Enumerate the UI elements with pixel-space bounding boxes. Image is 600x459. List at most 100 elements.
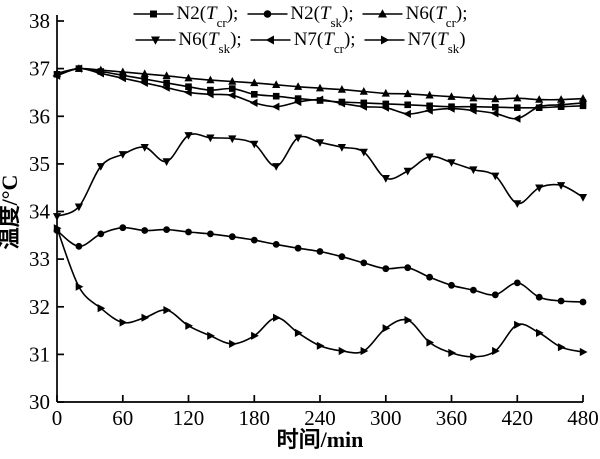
series-line (56, 67, 584, 120)
x-tick-label: 180 (239, 406, 271, 430)
legend-label-suffix: ); (342, 3, 354, 24)
axes (56, 15, 584, 403)
triangle-up-marker-icon (491, 94, 500, 103)
circle-marker-icon (247, 10, 288, 18)
circle-marker-icon (97, 230, 105, 238)
triangle-right-marker-icon (207, 331, 215, 340)
circle-marker-icon (579, 298, 587, 306)
triangle-left-marker-icon (534, 102, 543, 111)
square-marker-icon (492, 103, 499, 111)
y-tick-label: 35 (29, 152, 50, 176)
triangle-left-marker-icon (205, 90, 214, 99)
square-marker-icon (514, 104, 521, 111)
triangle-down-marker-icon (403, 167, 412, 176)
circle-marker-icon (338, 253, 346, 261)
legend-row-1: N2(Tcr); N2(Tsk); N6(Tcr); (132, 1, 468, 29)
triangle-left-marker-icon (468, 106, 477, 115)
triangle-right-marker-icon (514, 320, 522, 329)
legend-label-sub: cr (333, 40, 344, 56)
legend-label-sub: sk (218, 40, 231, 56)
circle-marker-icon (207, 230, 214, 238)
triangle-right-marker-icon (448, 348, 456, 357)
triangle-up-marker-icon (469, 93, 478, 102)
triangle-right-marker-icon (382, 324, 391, 333)
x-tick-label: 420 (502, 406, 534, 430)
triangle-up-marker-icon (447, 92, 456, 100)
y-tick-label: 30 (29, 390, 50, 414)
triangle-up-marker-icon (557, 95, 566, 103)
x-tick-label: 300 (370, 406, 402, 430)
x-tick-label: 240 (304, 406, 336, 430)
triangle-left-marker-icon (118, 74, 126, 83)
x-axis-title: 时间/min (277, 427, 364, 452)
triangle-up-marker-icon (381, 88, 390, 97)
circle-marker-icon (557, 297, 565, 305)
triangle-right-marker-icon (163, 306, 172, 315)
triangle-left-marker-icon (140, 78, 148, 87)
triangle-down-marker-icon (294, 134, 303, 143)
triangle-down-marker-icon (447, 159, 456, 167)
triangle-right-marker-icon (579, 347, 588, 357)
triangle-left-marker-icon (490, 109, 499, 118)
chart-legend: N2(Tcr); N2(Tsk); N6(Tcr); (132, 1, 468, 56)
triangle-down-marker-icon (381, 175, 390, 183)
triangle-down-marker-icon (337, 144, 346, 152)
triangle-up-marker-icon (535, 95, 544, 103)
triangle-right-marker-icon (251, 331, 259, 340)
triangle-up-marker-icon (513, 93, 522, 102)
triangle-left-marker-icon (447, 104, 455, 113)
x-tick-label: 0 (52, 406, 63, 430)
legend-label: N6( (178, 29, 208, 50)
triangle-left-marker-icon (512, 114, 521, 123)
legend-label-suffix: ); (226, 3, 239, 24)
triangle-up-marker-icon (362, 9, 403, 18)
legend-label: N2( (290, 3, 320, 24)
x-tick-label: 60 (112, 406, 133, 430)
triangle-right-marker-icon (426, 338, 435, 347)
legend-label-t: T (319, 3, 331, 24)
legend-row-2: N6(Tsk); N7(Tcr); N7(Tsk) (134, 27, 466, 56)
triangle-down-marker-icon (491, 172, 500, 181)
triangle-down-marker-icon (206, 134, 215, 143)
triangle-up-marker-icon (250, 78, 259, 87)
triangle-down-marker-icon (96, 163, 105, 171)
triangle-right-marker-icon (492, 346, 500, 356)
triangle-down-marker-icon (513, 200, 522, 208)
triangle-up-marker-icon (118, 67, 127, 76)
triangle-left-marker-icon (250, 35, 291, 45)
triangle-up-marker-icon (315, 83, 325, 92)
triangle-down-marker-icon (425, 153, 434, 162)
triangle-left-marker-icon (96, 69, 104, 78)
circle-marker-icon (382, 265, 390, 273)
circle-marker-icon (163, 226, 171, 234)
triangle-left-marker-icon (227, 91, 236, 100)
triangle-left-marker-icon (578, 98, 587, 107)
triangle-right-marker-icon (470, 352, 478, 361)
circle-marker-icon (426, 273, 433, 281)
triangle-down-marker-icon (557, 182, 566, 190)
legend-item-n6-tsk: N6(Tsk); (134, 27, 242, 56)
circle-marker-icon (250, 236, 258, 244)
y-tick-label: 34 (29, 200, 51, 224)
legend-item-n6-tcr: N6(Tcr); (362, 1, 468, 29)
triangle-right-marker-icon (404, 316, 413, 325)
triangle-right-marker-icon (273, 313, 281, 322)
triangle-up-marker-icon (425, 90, 434, 99)
legend-label-t: T (207, 29, 219, 50)
triangle-down-marker-icon (74, 203, 83, 212)
circle-marker-icon (491, 291, 499, 299)
legend-label-suffix: ); (230, 29, 242, 50)
triangle-left-marker-icon (359, 102, 367, 111)
triangle-down-marker-icon (315, 139, 325, 147)
triangle-up-marker-icon (359, 87, 368, 95)
circle-marker-icon (141, 227, 149, 234)
y-axis-title: 温度/°C (0, 175, 22, 250)
circle-marker-icon (513, 279, 521, 287)
legend-label: N7( (407, 29, 438, 50)
y-tick-label: 37 (29, 57, 50, 81)
legend-item-n2-tsk: N2(Tsk); (246, 1, 354, 29)
series-line (56, 226, 584, 303)
triangle-up-marker-icon (337, 85, 346, 93)
square-marker-icon (133, 10, 174, 18)
